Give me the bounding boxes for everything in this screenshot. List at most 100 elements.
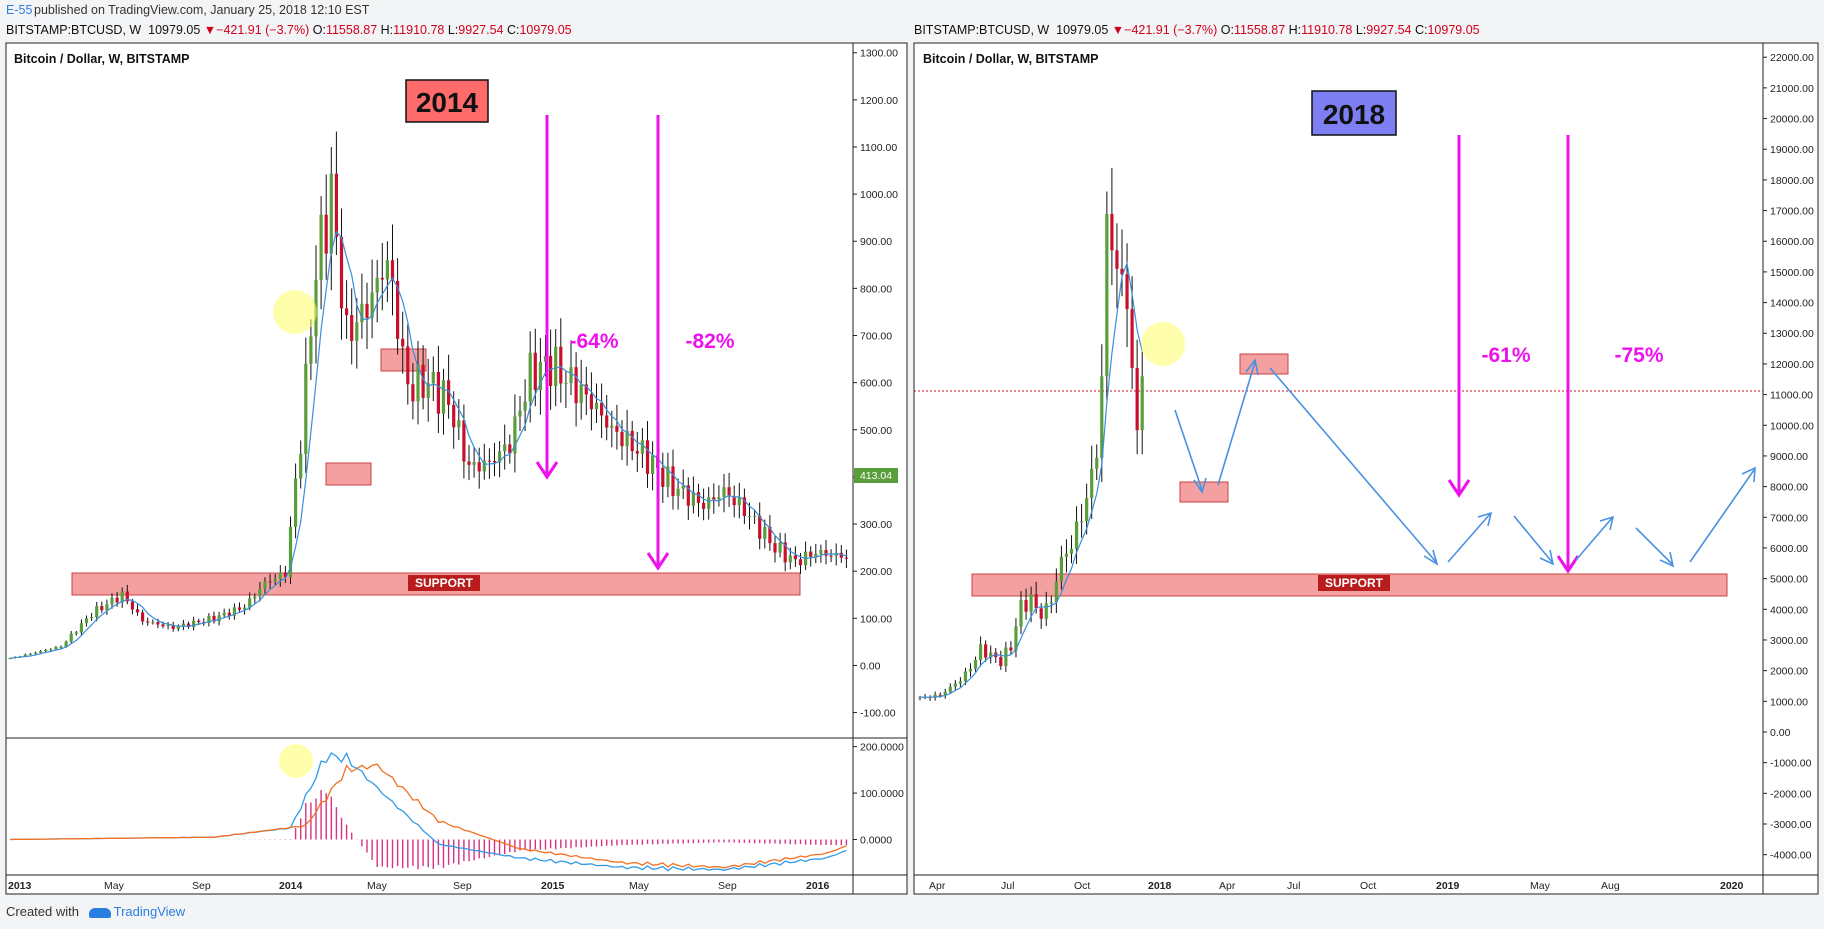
- left-chart-title: Bitcoin / Dollar, W, BITSTAMP: [14, 52, 189, 66]
- candle-down: [380, 277, 384, 280]
- candle-down: [559, 346, 563, 384]
- candle-up: [707, 497, 711, 509]
- candle-up: [594, 402, 599, 410]
- pink-arrows-left: [535, 115, 670, 571]
- candle-down: [283, 572, 287, 578]
- y-tick-label: 1200.00: [860, 95, 898, 107]
- candle-up: [23, 654, 27, 657]
- c-value: 10979.05: [1427, 23, 1480, 37]
- proj-head-6: [1599, 515, 1615, 531]
- y-tick-label: 19000.00: [1770, 144, 1814, 156]
- candle-down: [411, 384, 415, 402]
- x-tick-label: Aug: [1601, 880, 1620, 892]
- l-label: L:: [1355, 23, 1367, 37]
- x-tick-label: 2015: [541, 880, 565, 892]
- candle-up: [166, 625, 170, 627]
- y-tick-label: 5000.00: [1770, 574, 1808, 586]
- highlight-circle-macd: [279, 744, 313, 778]
- candle-down: [686, 485, 690, 506]
- x-tick-label: Oct: [1074, 880, 1090, 892]
- candle-up: [294, 478, 298, 527]
- x-tick-label: Sep: [192, 880, 211, 892]
- candle-up: [640, 440, 644, 454]
- candle-down: [268, 581, 272, 583]
- proj-head-5: [1539, 549, 1555, 566]
- candle-up: [84, 618, 89, 624]
- candle-up: [753, 515, 757, 517]
- candle-down: [487, 460, 491, 462]
- candle-up: [1069, 548, 1074, 554]
- h-value: 11910.78: [1301, 23, 1353, 37]
- candle-down: [447, 380, 451, 405]
- candle-up: [319, 214, 323, 280]
- candle-up: [554, 346, 558, 387]
- x-tick-label: May: [104, 880, 125, 892]
- candle-down: [421, 364, 425, 398]
- candle-up: [176, 626, 180, 629]
- y-tick-label: 1000.00: [860, 189, 898, 201]
- candle-down: [1130, 309, 1134, 368]
- y-tick-label: 10000.00: [1770, 420, 1814, 432]
- pct-label-left-1: -64%: [569, 330, 618, 353]
- candle-up: [44, 650, 48, 652]
- candle-down: [793, 555, 797, 560]
- candle-down: [365, 303, 369, 318]
- candle-up: [243, 607, 247, 610]
- right-pane-frame: [913, 42, 1819, 895]
- highlight-circle-left: [273, 290, 317, 334]
- candle-up: [181, 623, 185, 627]
- left-pane-frame: [5, 42, 908, 895]
- candle-up: [309, 336, 313, 364]
- y-tick-label: 18000.00: [1770, 175, 1814, 187]
- ticker-symbol: BITSTAMP:BTCUSD, W: [6, 23, 142, 37]
- y-tick-label: 1100.00: [860, 142, 897, 154]
- author-link[interactable]: E-55: [6, 3, 33, 17]
- tradingview-logo-icon[interactable]: [88, 907, 111, 918]
- candle-down: [589, 394, 593, 410]
- candle-up: [457, 420, 461, 428]
- y-tick-label: 500.00: [860, 425, 892, 437]
- y-tick-label: 14000.00: [1770, 298, 1814, 310]
- signal-line: [9, 763, 847, 869]
- candle-down: [508, 444, 512, 454]
- c-value: 10979.05: [519, 23, 572, 37]
- candle-up: [676, 488, 680, 497]
- proj-head-4: [1477, 511, 1493, 527]
- last-price-tag: [854, 468, 898, 483]
- candle-up: [370, 292, 374, 318]
- y-tick-label: 13000.00: [1770, 328, 1814, 340]
- candle-down: [1110, 213, 1114, 251]
- right-chart-layer: 22000.00 21000.00 20000.00 19000.00 18000.00…: [918, 52, 1814, 892]
- candle-down: [999, 657, 1003, 667]
- zone-box-left-1: [325, 462, 372, 486]
- y-tick-label: 22000.00: [1770, 52, 1814, 64]
- y-tick-label: 4000.00: [1770, 604, 1808, 616]
- candle-up: [691, 492, 695, 506]
- y-tick-label: 15000.00: [1770, 267, 1814, 279]
- candle-down: [630, 430, 634, 452]
- candle-down: [533, 352, 537, 390]
- candle-down: [574, 367, 578, 404]
- x-tick-label: Sep: [453, 880, 472, 892]
- tradingview-link[interactable]: TradingView: [113, 904, 186, 919]
- proj-seg-3: [1269, 367, 1437, 563]
- candle-up: [973, 659, 978, 669]
- candle-up: [579, 384, 583, 404]
- candle-up: [498, 451, 502, 463]
- pink-arrowhead-right-1: [1447, 479, 1471, 498]
- created-with-text: Created with: [6, 904, 79, 919]
- candle-down: [339, 236, 344, 309]
- c-label: C:: [1414, 23, 1428, 37]
- y-tick-label: 16000.00: [1770, 236, 1814, 248]
- y-tick-label: 8000.00: [1770, 482, 1808, 494]
- candle-down: [1120, 268, 1124, 275]
- candle-down: [100, 606, 104, 611]
- y-tick-label: -3000.00: [1770, 819, 1812, 831]
- o-label: O:: [1220, 23, 1234, 37]
- candle-down: [984, 644, 988, 658]
- x-tick-label: Oct: [1360, 880, 1376, 892]
- candle-up: [1074, 521, 1079, 549]
- proj-seg-6: [1575, 517, 1613, 561]
- y-tick-label: 7000.00: [1770, 512, 1808, 524]
